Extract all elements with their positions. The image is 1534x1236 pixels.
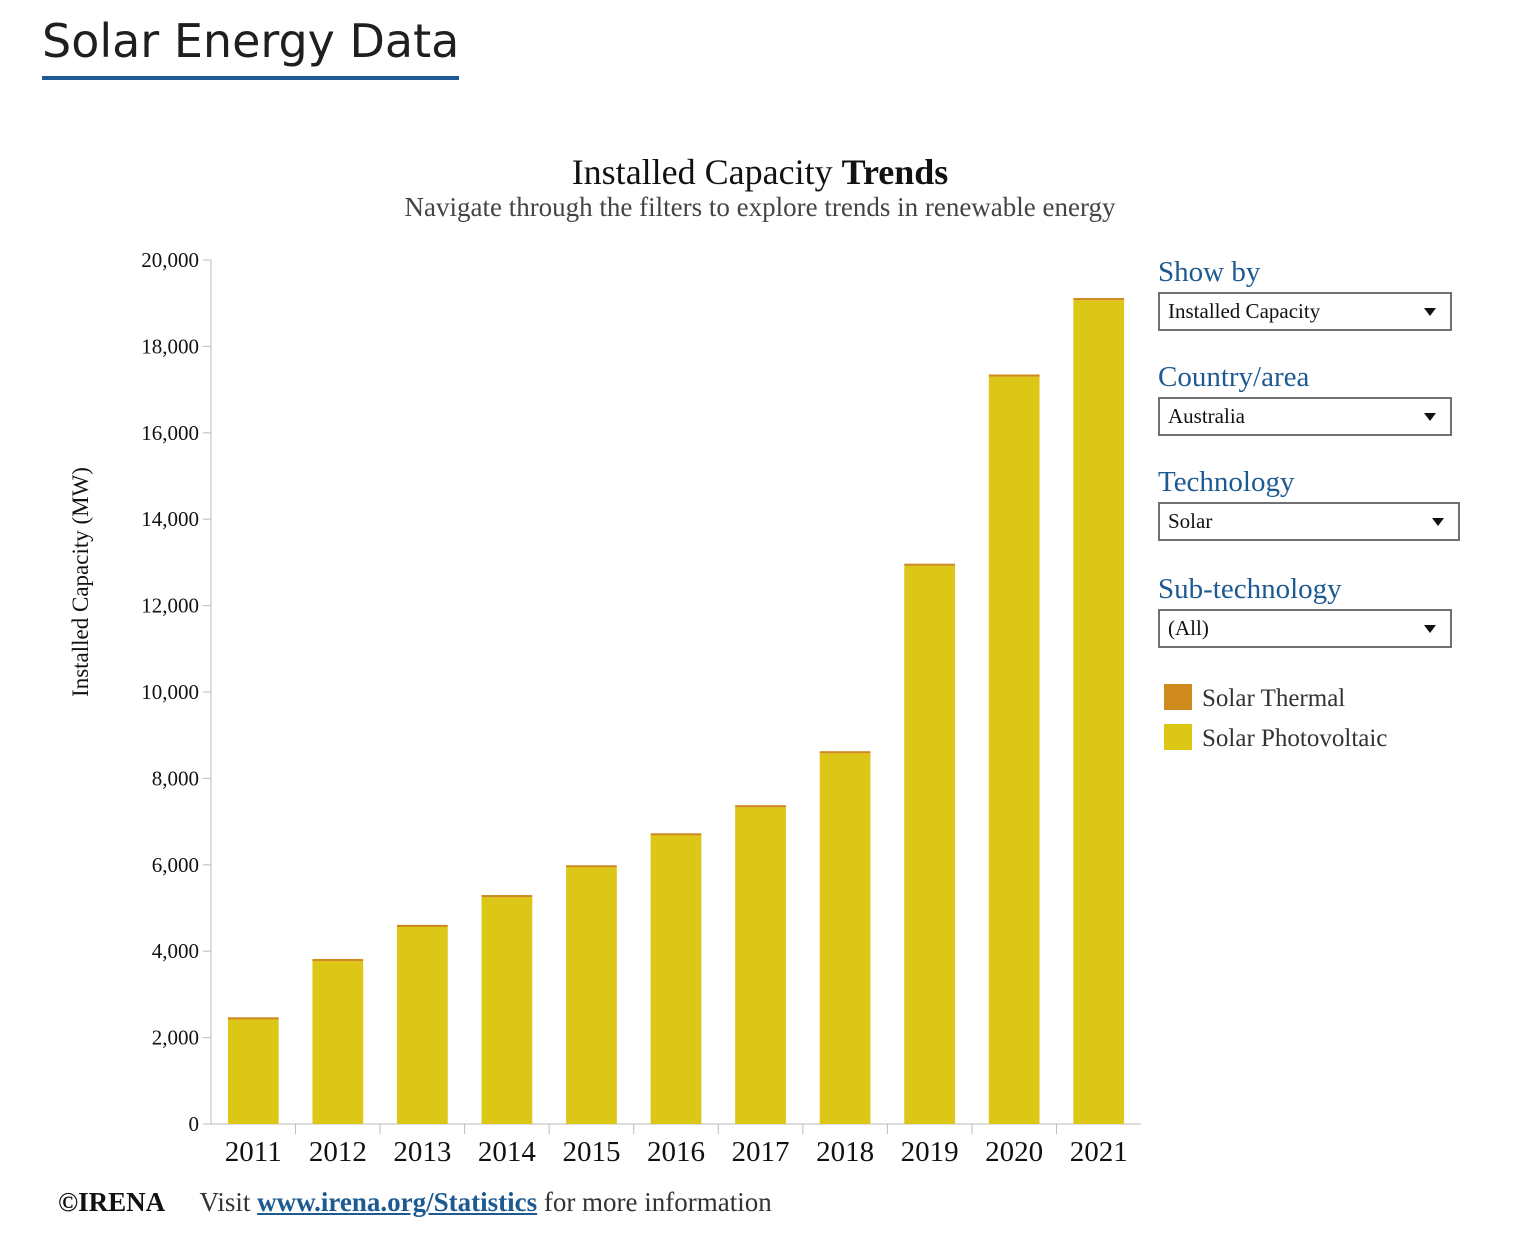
bar-solar-thermal-2012	[312, 958, 364, 962]
sub-technology-value: (All)	[1168, 616, 1209, 640]
y-tick-label: 16,000	[141, 421, 199, 445]
y-tick-label: 12,000	[141, 594, 199, 618]
sub-technology-dropdown[interactable]: (All)	[1158, 609, 1452, 648]
dropdown-arrow-icon	[1424, 625, 1436, 633]
footer-suffix: for more information	[543, 1187, 772, 1217]
x-tick-label: 2016	[647, 1136, 705, 1168]
y-tick-label: 0	[189, 1112, 200, 1136]
statistics-link[interactable]: www.irena.org/Statistics	[257, 1187, 538, 1217]
bar-solar-photovoltaic-2018	[819, 753, 871, 1124]
bar-solar-photovoltaic-2019	[904, 565, 955, 1124]
bar-solar-thermal-2021	[1073, 298, 1125, 301]
sub-technology-filter: Sub-technology (All)	[1158, 569, 1488, 648]
technology-value: Solar	[1168, 509, 1213, 533]
x-tick-label: 2012	[309, 1136, 367, 1168]
chart-title: Installed Capacity Trends	[210, 150, 1310, 194]
bar-solar-photovoltaic-2021	[1073, 300, 1125, 1124]
y-tick-label: 14,000	[141, 507, 199, 531]
country-filter: Country/area Australia	[1158, 357, 1488, 436]
x-tick-label: 2019	[901, 1136, 959, 1168]
x-tick-label: 2018	[816, 1136, 874, 1168]
chart-title-regular: Installed Capacity	[571, 152, 833, 192]
bar-solar-photovoltaic-2012	[312, 961, 364, 1124]
bar-solar-photovoltaic-2013	[397, 927, 448, 1124]
legend-swatch-solar-thermal	[1164, 684, 1192, 710]
show-by-filter: Show by Installed Capacity	[1158, 252, 1488, 331]
y-tick-label: 2,000	[152, 1026, 199, 1050]
bar-solar-photovoltaic-2015	[566, 867, 617, 1124]
bar-solar-thermal-2018	[819, 751, 871, 754]
bar-solar-photovoltaic-2011	[227, 1019, 279, 1124]
y-tick-label: 6,000	[152, 853, 199, 877]
bar-solar-photovoltaic-2017	[735, 807, 786, 1124]
bar-solar-thermal-2017	[735, 805, 786, 808]
bar-solar-photovoltaic-2014	[481, 897, 533, 1124]
footer: ©IRENA Visit www.irena.org/Statistics fo…	[58, 1184, 772, 1220]
x-tick-label: 2017	[732, 1136, 790, 1168]
bar-solar-thermal-2015	[566, 865, 617, 868]
y-axis-title: Installed Capacity (MW)	[68, 467, 93, 697]
show-by-dropdown[interactable]: Installed Capacity	[1158, 292, 1452, 331]
x-tick-label: 2015	[562, 1136, 620, 1168]
show-by-value: Installed Capacity	[1168, 299, 1321, 323]
visit-text: Visit	[199, 1187, 251, 1217]
y-tick-label: 20,000	[141, 248, 199, 272]
dropdown-arrow-icon	[1432, 518, 1444, 526]
y-tick-label: 18,000	[141, 334, 199, 358]
legend-swatch-solar-photovoltaic	[1164, 724, 1192, 750]
bar-solar-thermal-2019	[904, 563, 955, 566]
x-tick-label: 2014	[478, 1136, 537, 1168]
country-dropdown[interactable]: Australia	[1158, 397, 1452, 436]
installed-capacity-chart: 0 2,000 4,000 6,000 8,000 10,000 12,000 14,000 1…	[68, 248, 1141, 1168]
page-title: Solar Energy Data	[42, 10, 460, 80]
bar-solar-thermal-2013	[397, 924, 448, 928]
x-tick-label: 2021	[1070, 1136, 1128, 1168]
y-tick-label: 10,000	[141, 680, 199, 704]
country-label: Country/area	[1158, 361, 1310, 393]
y-tick-label: 8,000	[152, 766, 199, 790]
technology-dropdown[interactable]: Solar	[1158, 502, 1460, 541]
bar-solar-thermal-2016	[650, 833, 702, 836]
bar-solar-thermal-2014	[481, 895, 533, 898]
technology-label: Technology	[1158, 466, 1295, 498]
bar-solar-thermal-2020	[988, 374, 1040, 377]
bar-solar-photovoltaic-2020	[988, 376, 1040, 1124]
show-by-label: Show by	[1158, 256, 1261, 288]
technology-filter: Technology Solar	[1158, 462, 1488, 541]
chart-subtitle: Navigate through the filters to explore …	[404, 192, 1116, 222]
chart-title-bold: Trends	[841, 152, 949, 192]
copyright: ©IRENA	[58, 1187, 166, 1217]
x-tick-label: 2013	[393, 1136, 451, 1168]
dropdown-arrow-icon	[1424, 413, 1436, 421]
country-value: Australia	[1168, 404, 1245, 428]
filter-panel: Show by Installed Capacity Country/area …	[1158, 252, 1488, 648]
x-tick-label: 2020	[985, 1136, 1043, 1168]
y-tick-label: 4,000	[152, 939, 199, 963]
x-tick-label: 2011	[225, 1136, 282, 1168]
dropdown-arrow-icon	[1424, 308, 1436, 316]
legend-label: Solar Thermal	[1202, 685, 1346, 712]
sub-technology-label: Sub-technology	[1158, 573, 1342, 605]
bar-solar-thermal-2011	[227, 1017, 279, 1020]
legend-label: Solar Photovoltaic	[1202, 725, 1388, 752]
bar-solar-photovoltaic-2016	[650, 835, 702, 1124]
